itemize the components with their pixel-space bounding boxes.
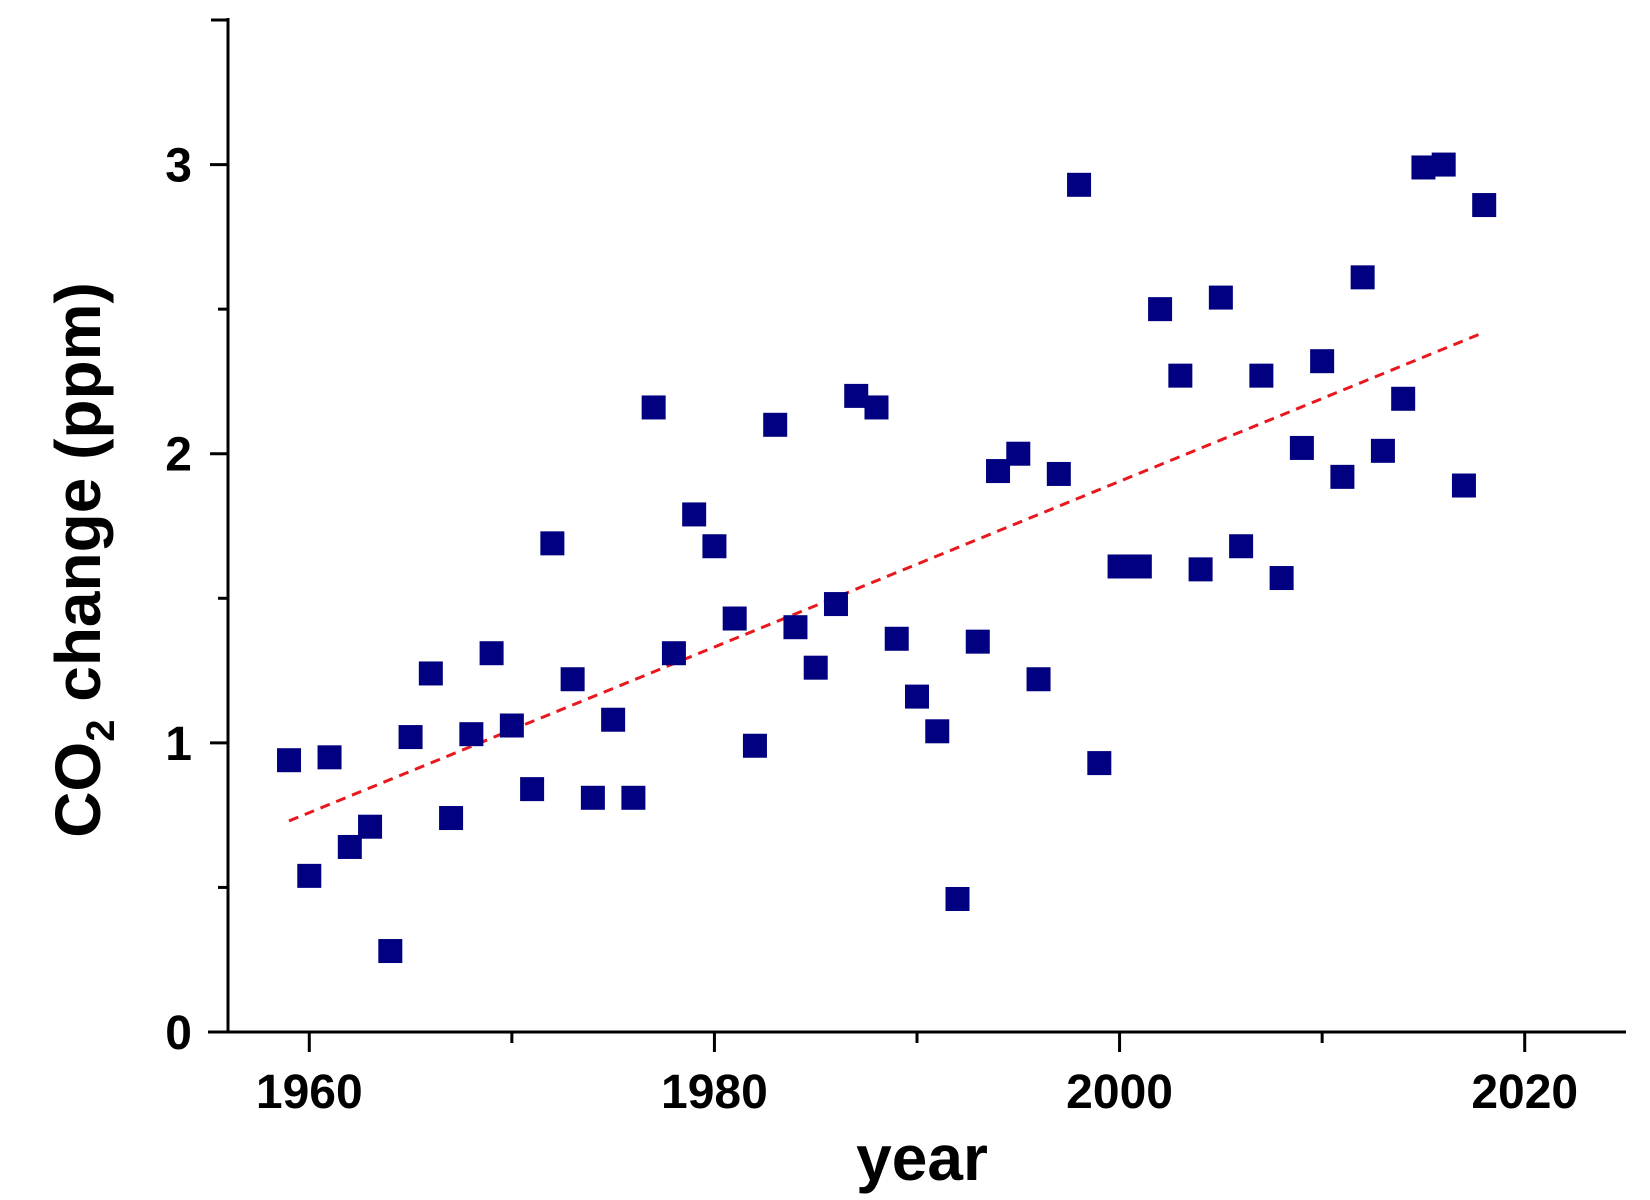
x-tick-label: 2000 [1066, 1066, 1173, 1119]
data-point [317, 745, 342, 770]
data-point [1451, 473, 1476, 498]
tick-labels: 1960 1980 2000 2020 0 1 2 3 [165, 140, 1578, 1119]
data-point [398, 725, 423, 750]
data-point [905, 684, 929, 709]
data-point [763, 412, 788, 437]
data-point [702, 534, 727, 559]
data-point [965, 629, 990, 654]
data-point [418, 661, 443, 686]
data-point [945, 886, 970, 911]
data-point [1370, 438, 1395, 463]
y-axis-title-subscript: 2 [79, 720, 123, 742]
data-point [1229, 534, 1254, 559]
data-point [722, 606, 747, 631]
data-point [479, 641, 504, 666]
data-point [844, 383, 869, 408]
y-tick-label: 2 [165, 429, 192, 482]
data-point [1310, 349, 1335, 374]
data-point [1391, 386, 1416, 411]
data-point [1148, 297, 1173, 322]
data-point [742, 733, 767, 758]
data-point [1269, 566, 1294, 591]
data-point [641, 395, 666, 420]
data-point [1431, 152, 1456, 177]
data-point [358, 814, 383, 839]
data-point [1208, 285, 1233, 310]
x-axis-title: year [856, 1122, 988, 1194]
y-axis-title: CO2 change (ppm) [42, 282, 123, 838]
data-point [1289, 435, 1314, 460]
y-tick-label: 1 [165, 718, 192, 771]
data-point [1168, 363, 1193, 388]
data-point [378, 939, 403, 964]
data-point [864, 395, 889, 420]
data-point [560, 667, 585, 692]
y-axis [211, 18, 230, 1032]
data-point [1107, 554, 1132, 579]
trend-line-layer [288, 330, 1485, 823]
data-point [580, 785, 605, 810]
data-point [277, 748, 302, 773]
data-point [337, 834, 362, 859]
axis-ticks [210, 163, 1527, 1052]
data-point [540, 531, 565, 556]
data-point [297, 863, 322, 888]
data-point [986, 459, 1011, 484]
x-tick-label: 1980 [661, 1066, 768, 1119]
data-point [682, 502, 707, 527]
x-tick-label: 1960 [256, 1066, 363, 1119]
data-point [661, 641, 686, 666]
data-point [823, 592, 848, 617]
data-point [499, 713, 524, 738]
data-point [439, 806, 464, 831]
data-point [1026, 667, 1051, 692]
data-point [1330, 464, 1355, 489]
data-point [459, 722, 484, 747]
data-point [1067, 172, 1092, 197]
data-point [1472, 193, 1497, 218]
data-point [783, 615, 808, 640]
data-point [1127, 554, 1152, 579]
data-point [884, 626, 909, 651]
y-tick-label: 3 [165, 140, 192, 193]
y-axis-title-rest: change (ppm) [42, 282, 114, 719]
x-tick-label: 2020 [1471, 1066, 1578, 1119]
trend-line [288, 330, 1485, 823]
data-point [1046, 461, 1071, 486]
y-axis-title-main: CO [42, 742, 114, 838]
data-point [621, 785, 646, 810]
data-point [1087, 751, 1112, 776]
data-point [520, 777, 545, 802]
data-point [1411, 155, 1436, 180]
data-point [1249, 363, 1274, 388]
data-point [1350, 265, 1375, 290]
data-points [277, 152, 1497, 964]
data-point [925, 719, 950, 744]
data-point [601, 707, 626, 732]
data-point [1006, 441, 1031, 466]
y-tick-label: 0 [165, 1007, 192, 1060]
data-point [803, 655, 828, 680]
data-point [1188, 557, 1213, 582]
